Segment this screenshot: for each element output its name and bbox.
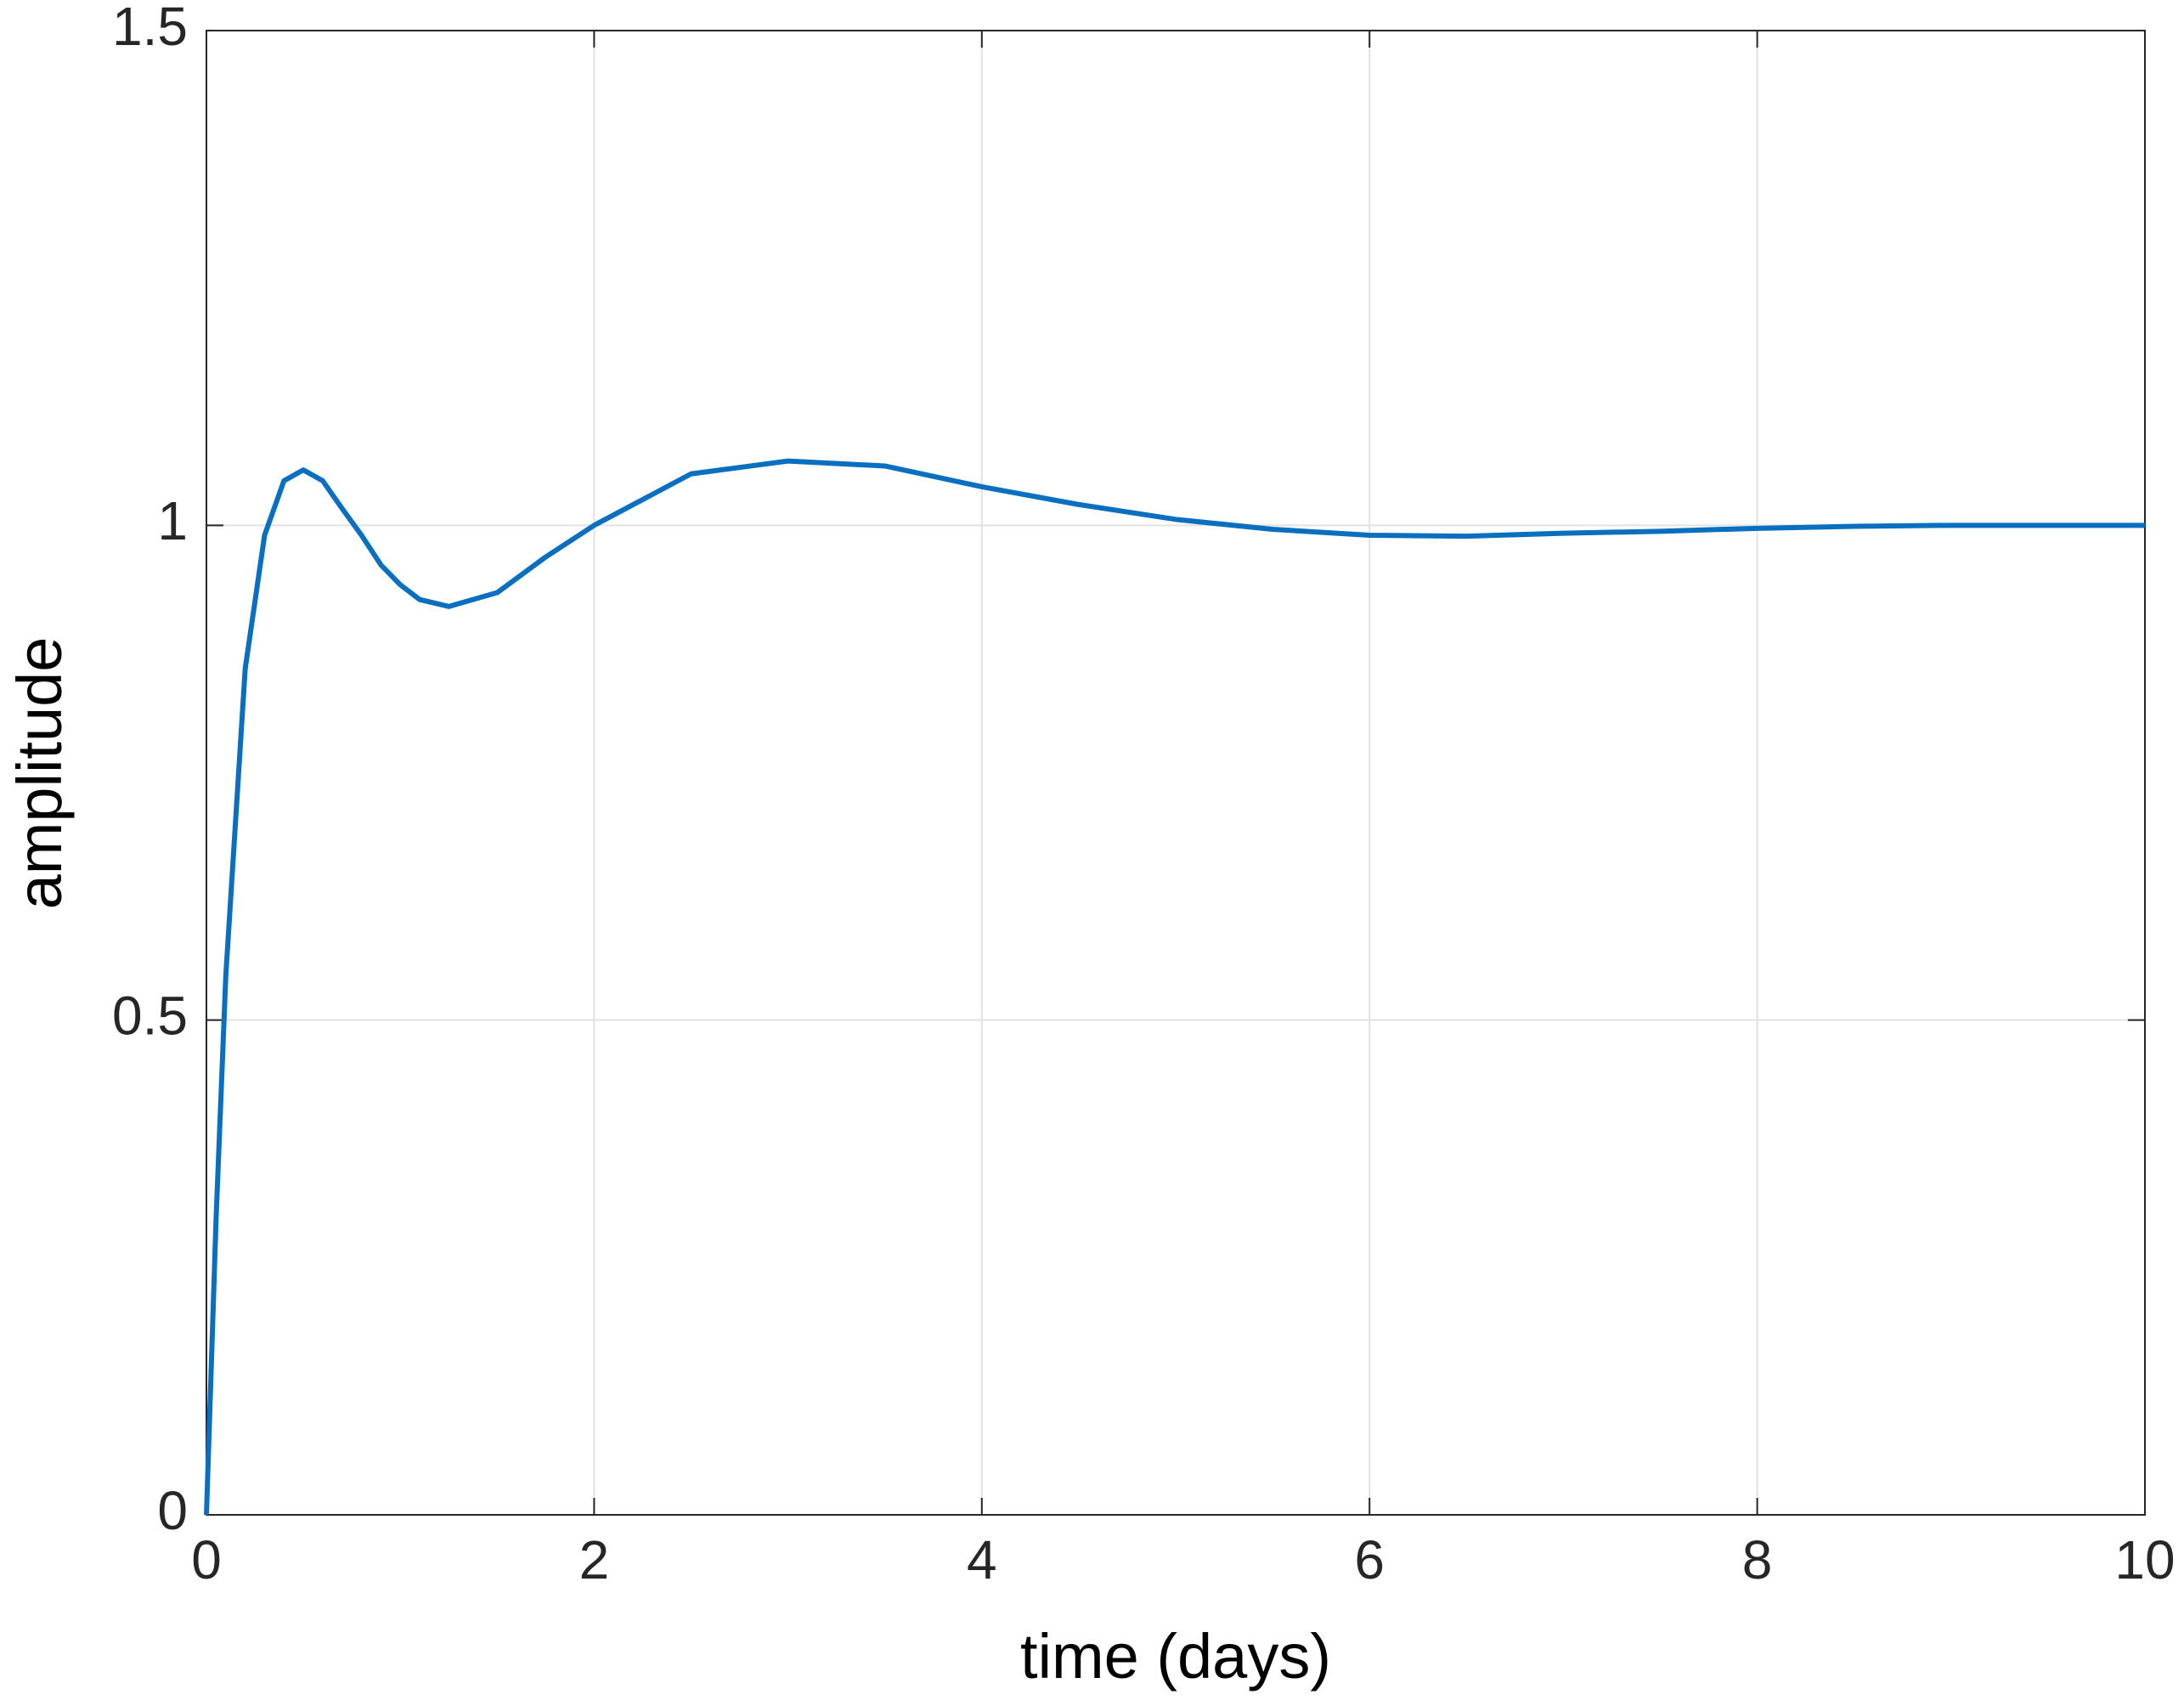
x-tick-label: 8 <box>1742 1529 1773 1590</box>
x-tick-label: 4 <box>967 1529 997 1590</box>
x-tick-label: 6 <box>1354 1529 1385 1590</box>
plot-frame <box>206 30 2146 1516</box>
y-tick-label: 1 <box>157 490 188 551</box>
y-axis-label: amplitude <box>4 637 75 910</box>
data-line <box>204 458 2145 1516</box>
x-axis-label: time (days) <box>1020 1621 1331 1692</box>
x-tick-label: 0 <box>191 1529 222 1590</box>
y-tick-label: 0.5 <box>112 986 188 1047</box>
y-tick-label: 0 <box>157 1480 188 1541</box>
x-tick-label: 10 <box>2114 1529 2175 1590</box>
x-tick-label: 2 <box>579 1529 610 1590</box>
y-tick-label: 1.5 <box>112 0 188 57</box>
